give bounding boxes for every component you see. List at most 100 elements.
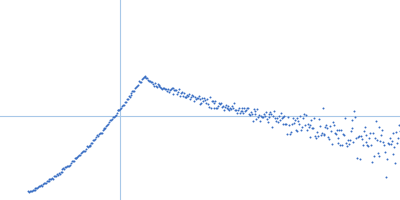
Point [126,94,132,97]
Point [236,106,242,109]
Point [134,85,140,88]
Point [185,95,192,98]
Point [170,92,177,95]
Point [265,116,272,119]
Point [275,120,281,123]
Point [93,135,99,138]
Point [165,87,171,91]
Point [320,132,327,135]
Point [68,161,74,164]
Point [276,115,282,118]
Point [80,149,86,152]
Point [384,158,390,161]
Point [342,117,348,120]
Point [150,82,156,86]
Point [159,87,166,90]
Point [299,126,305,129]
Point [229,105,235,108]
Point [169,86,176,89]
Point [41,182,47,185]
Point [70,159,77,162]
Point [310,126,316,129]
Point [230,106,236,110]
Point [315,135,321,138]
Point [106,120,112,123]
Point [64,164,70,167]
Point [120,103,126,106]
Point [162,88,168,91]
Point [253,118,260,121]
Point [52,174,58,178]
Point [255,116,262,119]
Point [60,167,67,170]
Point [176,88,182,91]
Point [279,123,286,126]
Point [122,100,128,104]
Point [383,175,389,179]
Point [304,128,310,131]
Point [264,117,270,120]
Point [394,142,400,145]
Point [364,143,370,146]
Point [360,143,366,146]
Point [89,141,96,144]
Point [36,185,42,188]
Point [25,190,31,193]
Point [380,140,386,143]
Point [344,138,351,141]
Point [28,189,34,192]
Point [311,116,318,119]
Point [188,96,194,99]
Point [55,173,61,176]
Point [102,126,108,129]
Point [327,124,333,128]
Point [173,89,180,92]
Point [351,109,358,113]
Point [168,87,175,90]
Point [362,141,369,144]
Point [69,159,75,162]
Point [178,91,184,94]
Point [98,131,105,134]
Point [396,123,400,126]
Point [250,119,256,123]
Point [274,116,280,119]
Point [96,131,103,135]
Point [58,170,65,173]
Point [30,188,37,191]
Point [395,136,400,139]
Point [382,151,388,154]
Point [146,80,152,83]
Point [292,128,299,131]
Point [294,117,301,120]
Point [38,184,44,187]
Point [389,132,396,135]
Point [62,166,68,169]
Point [135,84,141,87]
Point [330,120,336,123]
Point [193,98,199,101]
Point [191,99,197,102]
Point [130,89,136,92]
Point [94,134,100,137]
Point [49,177,56,180]
Point [270,115,276,118]
Point [355,135,361,139]
Point [326,138,332,141]
Point [234,112,240,115]
Point [74,155,81,158]
Point [259,115,265,118]
Point [154,83,161,86]
Point [200,100,206,103]
Point [216,101,222,104]
Point [72,157,79,160]
Point [332,132,339,135]
Point [136,80,142,83]
Point [276,118,283,121]
Point [349,118,356,122]
Point [30,188,36,192]
Point [266,113,273,116]
Point [184,94,191,97]
Point [112,114,119,117]
Point [39,184,45,187]
